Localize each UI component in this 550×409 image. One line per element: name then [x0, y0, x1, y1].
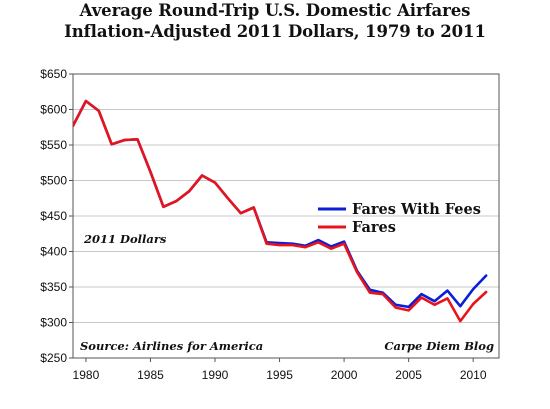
x-tick-label: 1980: [73, 368, 100, 382]
y-tick-label: $450: [40, 209, 67, 223]
y-tick-label: $350: [40, 280, 67, 294]
y-tick-label: $300: [40, 316, 67, 330]
x-tick-label: 2005: [395, 368, 422, 382]
x-tick-label: 1990: [202, 368, 229, 382]
x-tick-label: 1995: [266, 368, 293, 382]
y-tick-label: $600: [40, 103, 67, 117]
legend-label: Fares: [352, 219, 396, 236]
chart-subtitle: Inflation-Adjusted 2011 Dollars, 1979 to…: [64, 22, 486, 41]
y-tick-label: $500: [40, 174, 67, 188]
x-axis: 1980 1985 1990 1995 2000 2005 2010: [73, 358, 487, 382]
grid-lines: [73, 109, 499, 323]
chart-title: Average Round-Trip U.S. Domestic Airfare…: [79, 1, 471, 20]
series-line-fares: [73, 99, 488, 323]
x-tick-label: 2000: [331, 368, 358, 382]
y-tick-label: $550: [40, 138, 67, 152]
y-tick-label: $250: [40, 351, 67, 365]
series-lines: [73, 99, 488, 323]
source-note: Source: Airlines for America: [80, 339, 263, 353]
y-tick-label: $650: [40, 67, 67, 81]
legend-label: Fares With Fees: [352, 201, 481, 218]
x-tick-label: 1985: [137, 368, 164, 382]
credit-note: Carpe Diem Blog: [384, 339, 494, 353]
x-tick-label: 2010: [460, 368, 487, 382]
units-note: 2011 Dollars: [83, 232, 167, 246]
y-tick-label: $400: [40, 245, 67, 259]
y-axis: $250 $300 $350 $400 $450 $500 $550 $600 $650: [40, 67, 73, 365]
